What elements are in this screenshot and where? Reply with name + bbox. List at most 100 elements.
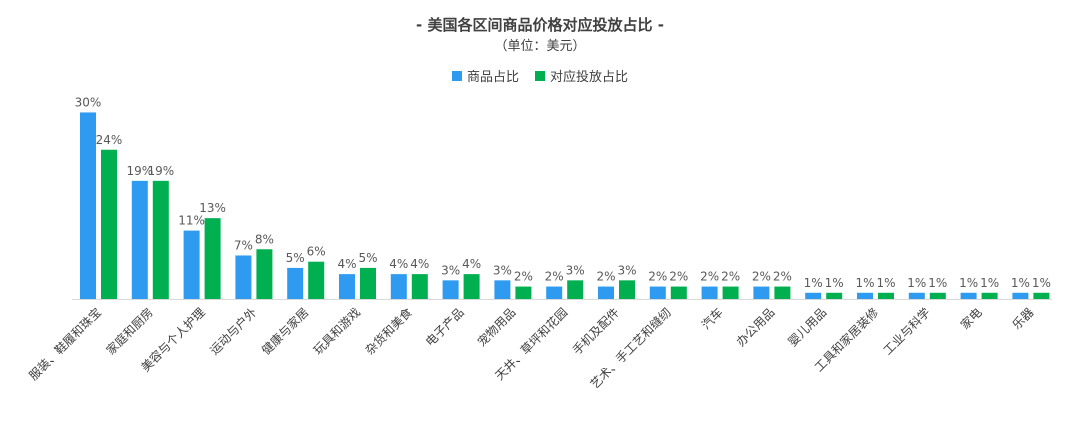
x-tick-label: 婴儿用品 — [785, 305, 829, 349]
legend-swatch-ad-share — [535, 70, 545, 81]
data-label: 1% — [1032, 276, 1051, 290]
data-label: 2% — [669, 270, 688, 284]
data-label: 2% — [596, 270, 615, 284]
data-label: 2% — [773, 270, 792, 284]
bar-product-share — [494, 280, 511, 299]
data-label: 4% — [410, 257, 429, 271]
x-tick-label: 服装、鞋履和珠宝 — [26, 305, 104, 383]
bar-ad-share — [411, 274, 428, 299]
data-label: 4% — [389, 257, 408, 271]
x-tick-label: 家电 — [957, 305, 985, 333]
data-label: 3% — [617, 263, 636, 277]
data-label: 2% — [545, 270, 564, 284]
data-label: 6% — [307, 245, 326, 259]
bar-ad-share — [463, 274, 480, 299]
data-label: 7% — [234, 238, 253, 252]
legend: 商品占比 对应投放占比 — [0, 66, 1080, 85]
x-tick-label: 杂货和美食 — [362, 305, 415, 358]
bar-product-share — [546, 286, 563, 299]
data-label: 3% — [493, 263, 512, 277]
bar-ad-share — [152, 180, 169, 299]
bar-ad-share — [619, 280, 635, 299]
bar-product-share — [701, 286, 718, 299]
bar-product-share — [235, 255, 252, 299]
data-label: 8% — [255, 232, 274, 246]
data-label: 2% — [721, 270, 740, 284]
legend-label-ad-share: 对应投放占比 — [550, 70, 629, 85]
legend-label-product-share: 商品占比 — [466, 70, 519, 85]
data-label: 2% — [514, 270, 533, 284]
x-tick-label: 家庭和厨房 — [103, 305, 156, 358]
x-tick-label: 玩具和游戏 — [311, 305, 363, 357]
data-label: 1% — [1011, 276, 1030, 290]
bar-product-share — [753, 286, 770, 299]
data-label: 1% — [804, 276, 823, 290]
data-label: 5% — [286, 251, 305, 265]
data-label: 19% — [126, 164, 153, 178]
bar-ad-share — [515, 286, 532, 299]
data-label: 1% — [855, 276, 874, 290]
x-tick-label: 手机及配件 — [570, 305, 622, 357]
x-tick-label: 电子产品 — [423, 305, 467, 349]
bar-ad-share — [1033, 292, 1050, 299]
x-tick-label: 宠物用品 — [474, 305, 519, 350]
bar-product-share — [598, 286, 614, 299]
bar-ad-share — [308, 261, 325, 299]
bar-ad-share — [670, 286, 687, 299]
chart-subtitle: （单位：美元） — [494, 39, 586, 54]
x-tick-label: 乐器 — [1010, 305, 1037, 332]
bar-ad-share — [360, 267, 376, 299]
bar-ad-share — [826, 292, 843, 299]
data-label: 2% — [752, 270, 771, 284]
data-label: 2% — [700, 270, 719, 284]
bar-ad-share — [878, 292, 894, 299]
bar-product-share — [390, 274, 407, 299]
data-label: 3% — [441, 263, 460, 277]
bar-product-share — [131, 180, 148, 299]
x-tick-label: 汽车 — [698, 305, 726, 333]
data-label: 24% — [96, 133, 123, 147]
data-label: 3% — [566, 263, 585, 277]
bar-product-share — [183, 230, 200, 299]
x-tick-label: 办公用品 — [733, 305, 778, 350]
bar-ad-share — [929, 292, 946, 299]
bar-product-share — [857, 292, 873, 299]
bar-product-share — [1012, 292, 1029, 299]
data-label: 2% — [648, 270, 667, 284]
bar-product-share — [908, 292, 925, 299]
data-label: 11% — [178, 214, 205, 228]
bar-product-share — [442, 280, 459, 299]
bar-product-share — [287, 267, 304, 299]
data-label: 4% — [337, 257, 356, 271]
bar-ad-share — [981, 292, 998, 299]
bar-product-share — [80, 112, 96, 299]
bar-ad-share — [256, 249, 273, 299]
data-label: 4% — [462, 257, 481, 271]
data-label: 1% — [959, 276, 978, 290]
data-label: 19% — [147, 164, 174, 178]
bar-ad-share — [722, 286, 739, 299]
bar-ad-share — [774, 286, 791, 299]
x-tick-label: 健康与家居 — [258, 305, 311, 358]
data-label: 5% — [358, 251, 377, 265]
bar-ad-share — [101, 149, 117, 299]
data-label: 1% — [907, 276, 926, 290]
x-tick-label: 工业与科学 — [880, 305, 933, 358]
bar-product-share — [805, 292, 822, 299]
legend-swatch-product-share — [451, 70, 462, 81]
legend-item-ad-share: 对应投放占比 — [535, 66, 628, 85]
data-label: 1% — [928, 276, 947, 290]
bar-product-share — [649, 286, 666, 299]
x-tick-label: 运动与户外 — [206, 305, 259, 358]
bar-ad-share — [204, 218, 221, 299]
legend-item-product-share: 商品占比 — [451, 66, 519, 85]
data-label: 13% — [199, 201, 226, 215]
data-label: 1% — [825, 276, 844, 290]
chart-title: - 美国各区间商品价格对应投放占比 - — [416, 16, 664, 34]
data-label: 1% — [876, 276, 895, 290]
data-label: 30% — [75, 95, 102, 109]
bar-product-share — [960, 292, 977, 299]
bar-product-share — [339, 274, 355, 299]
